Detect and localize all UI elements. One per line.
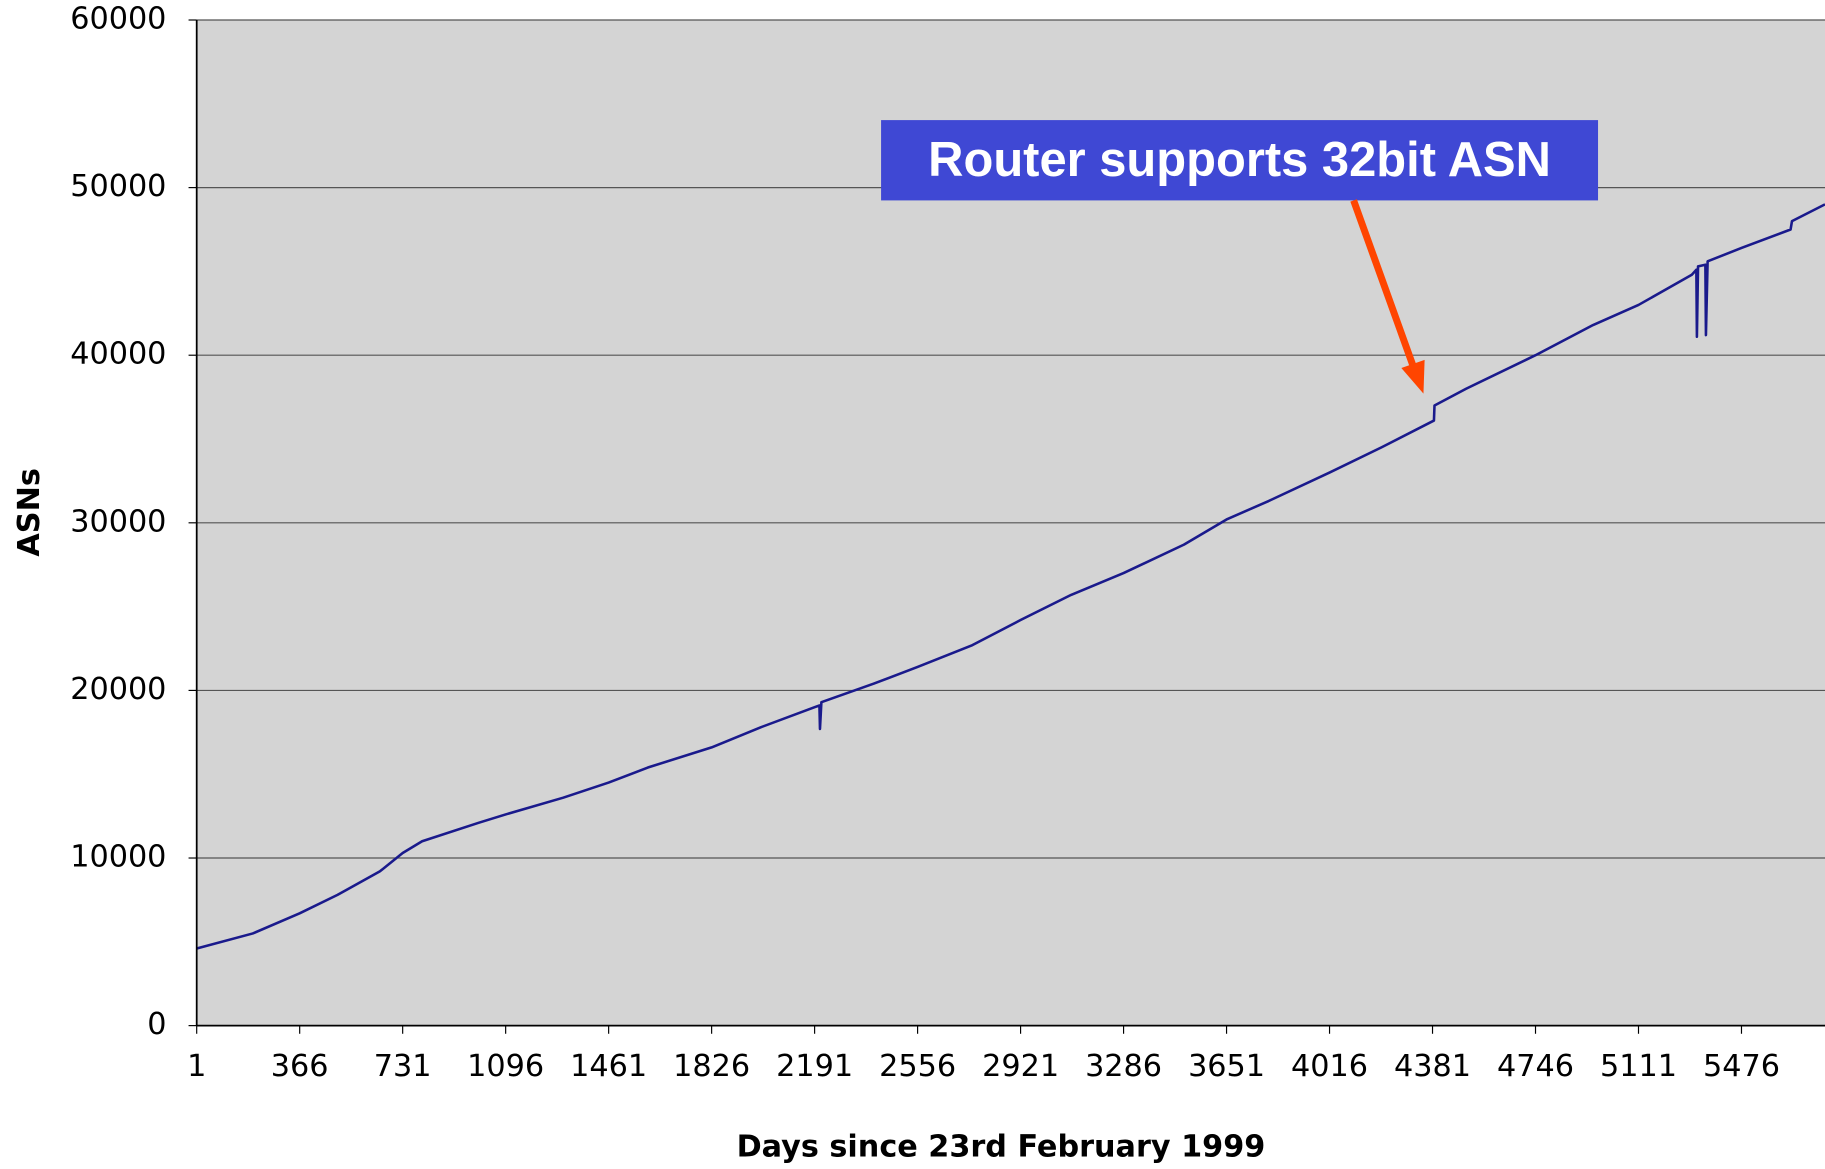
x-tick-label: 1461 [570, 1049, 647, 1084]
y-tick-label: 20000 [70, 672, 166, 707]
x-tick-label: 5111 [1600, 1049, 1677, 1084]
x-tick-label: 4381 [1394, 1049, 1471, 1084]
y-tick-label: 40000 [70, 337, 166, 372]
x-tick-label: 731 [374, 1049, 432, 1084]
y-tick-label: 50000 [70, 169, 166, 204]
x-axis-title: Days since 23rd February 1999 [737, 1129, 1266, 1164]
x-tick-label: 2191 [776, 1049, 853, 1084]
x-tick-label: 366 [271, 1049, 329, 1084]
x-tick-label: 2921 [982, 1049, 1059, 1084]
x-tick-label: 2556 [879, 1049, 956, 1084]
x-tick-label: 4746 [1497, 1049, 1574, 1084]
annotation-arrow [1350, 199, 1417, 367]
annotation: Router supports 32bit ASN [928, 133, 1551, 187]
x-tick-label: 1096 [467, 1049, 544, 1084]
series-line [196, 203, 1825, 950]
lines [196, 203, 1825, 950]
y-tick-label: 60000 [70, 2, 166, 37]
annotation-arrowhead [1401, 359, 1425, 394]
y-tick-label: 30000 [70, 504, 166, 539]
x-tick-label: 1826 [673, 1049, 750, 1084]
y-axis-title: ASNs [12, 468, 47, 557]
x-tick-label: 3651 [1188, 1049, 1265, 1084]
x-tick-label: 3286 [1085, 1049, 1162, 1084]
x-tick-label: 4016 [1291, 1049, 1368, 1084]
x-tick-label: 1 [187, 1049, 206, 1084]
x-tick-label: 5476 [1703, 1049, 1780, 1084]
y-tick-label: 0 [147, 1007, 166, 1042]
annotation-box [881, 120, 1599, 201]
y-tick-label: 10000 [70, 840, 166, 875]
